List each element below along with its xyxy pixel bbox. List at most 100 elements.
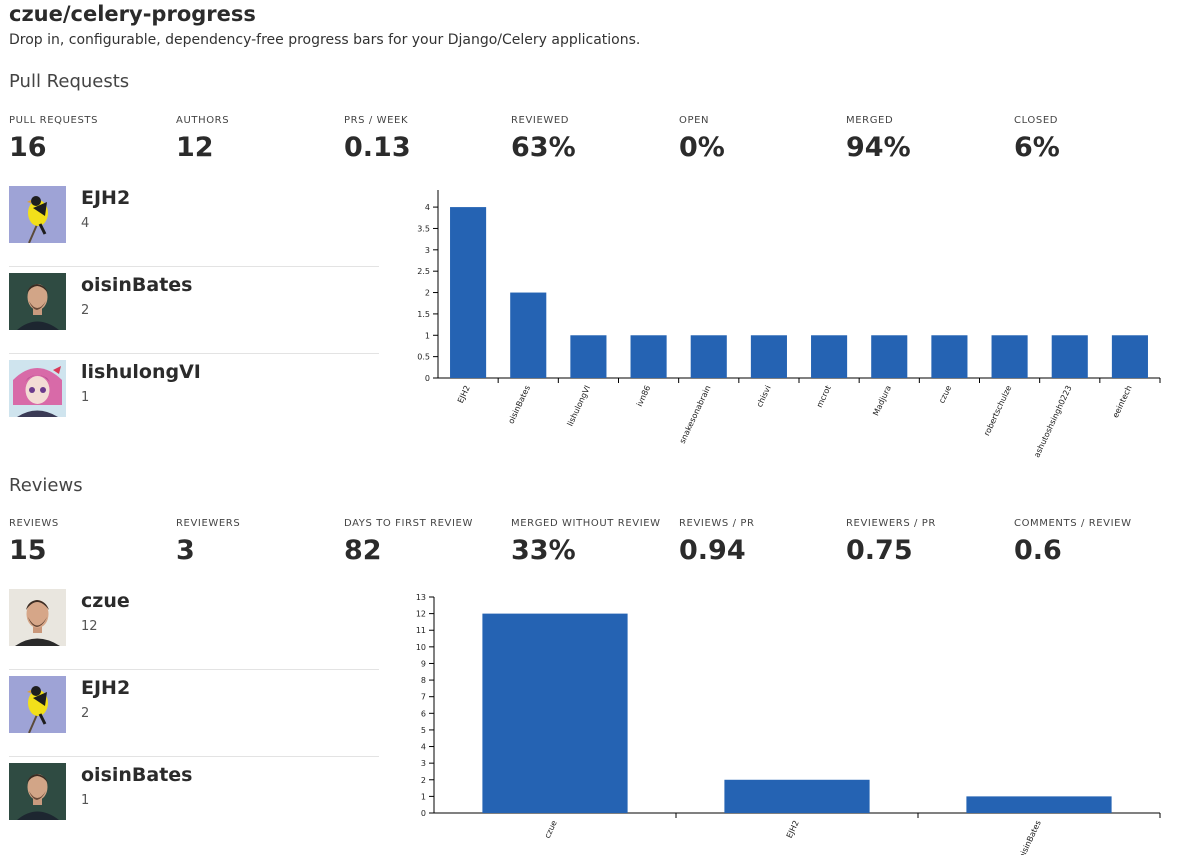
y-tick-label: 3.5: [417, 224, 430, 233]
bar-ashutoshsingh0223: [1051, 335, 1088, 378]
stat-label: REVIEWERS / PR: [846, 518, 936, 529]
authors-bar-chart: 0 0.5 1 1.5 2 2.5 3 3.5 4 EJH2 oisinBates lishulong…: [417, 190, 1161, 459]
x-tick-label: Madjura: [871, 384, 893, 417]
y-tick-label: 13: [416, 593, 426, 602]
x-tick-label: ashutoshsingh0223: [1032, 384, 1073, 459]
reviewer-review-count: 2: [81, 706, 90, 721]
x-tick-label: lishulongVI: [566, 384, 593, 428]
y-tick-label: 3: [425, 246, 430, 255]
stat-value: 3: [176, 535, 195, 566]
stat-value: 12: [176, 132, 214, 163]
y-tick-label: 0: [421, 809, 426, 818]
stat-reviewers-per-pr: REVIEWERS / PR 0.75: [846, 518, 1006, 566]
y-tick-label: 9: [421, 659, 426, 668]
x-tick-label: chisvi: [755, 384, 773, 408]
stat-label: CLOSED: [1014, 115, 1059, 126]
x-tick-label: czue: [543, 819, 559, 840]
bar-EJH2: [450, 207, 487, 378]
author-name: oisinBates: [81, 274, 193, 296]
bar-czue: [482, 613, 628, 813]
reviewer-name: czue: [81, 590, 130, 612]
bar-chisvi: [750, 335, 787, 378]
y-tick-label: 11: [416, 626, 426, 635]
stat-open: OPEN 0%: [679, 115, 839, 163]
stat-label: AUTHORS: [176, 115, 230, 126]
stat-label: COMMENTS / REVIEW: [1014, 518, 1132, 529]
y-tick-label: 10: [416, 643, 426, 652]
stat-label: MERGED WITHOUT REVIEW: [511, 518, 661, 529]
x-tick-label: oisinBates: [1017, 819, 1043, 855]
stat-closed: CLOSED 6%: [1014, 115, 1174, 163]
y-tick-label: 4: [425, 203, 430, 212]
stat-label: REVIEWS: [9, 518, 59, 529]
author-pr-count: 4: [81, 216, 90, 231]
section-title-reviews: Reviews: [9, 475, 83, 496]
x-tick-label: eeintech: [1111, 384, 1134, 419]
stat-prs-per-week: PRS / WEEK 0.13: [344, 115, 504, 163]
author-pr-count: 2: [81, 303, 90, 318]
stat-label: OPEN: [679, 115, 710, 126]
reviewer-review-count: 1: [81, 793, 90, 808]
repo-description: Drop in, configurable, dependency-free p…: [9, 32, 641, 48]
stat-days-to-first-review: DAYS TO FIRST REVIEW 82: [344, 518, 504, 566]
bar-ivn86: [630, 335, 667, 378]
y-tick-label: 3: [421, 759, 426, 768]
stat-merged-without-review: MERGED WITHOUT REVIEW 33%: [511, 518, 671, 566]
stat-label: DAYS TO FIRST REVIEW: [344, 518, 473, 529]
stat-label: REVIEWED: [511, 115, 570, 126]
stat-label: PRS / WEEK: [344, 115, 409, 126]
stat-label: REVIEWS / PR: [679, 518, 755, 529]
author-name: EJH2: [81, 187, 131, 209]
y-tick-label: 7: [421, 693, 426, 702]
reviewer-item[interactable]: EJH2 2: [9, 676, 379, 757]
repo-title: czue/celery-progress: [9, 2, 256, 26]
stat-value: 63%: [511, 132, 576, 163]
y-tick-label: 2.5: [417, 267, 430, 276]
stat-value: 0.75: [846, 535, 913, 566]
x-tick-label: EJH2: [456, 384, 472, 405]
bar-oisinBates: [966, 796, 1112, 813]
author-item[interactable]: lishulongVI 1: [9, 360, 379, 440]
stat-reviews: REVIEWS 15: [9, 518, 169, 566]
x-tick-label: EJH2: [785, 819, 801, 840]
y-tick-label: 8: [421, 676, 426, 685]
stat-label: REVIEWERS: [176, 518, 241, 529]
stat-value: 82: [344, 535, 382, 566]
stat-value: 0%: [679, 132, 725, 163]
x-tick-label: ivn86: [635, 384, 653, 408]
stat-value: 94%: [846, 132, 911, 163]
stat-label: PULL REQUESTS: [9, 115, 99, 126]
stat-value: 15: [9, 535, 47, 566]
author-item[interactable]: oisinBates 2: [9, 273, 379, 354]
stat-value: 0.13: [344, 132, 411, 163]
reviewer-name: EJH2: [81, 677, 131, 699]
reviewer-name: oisinBates: [81, 764, 193, 786]
y-tick-label: 1.5: [417, 310, 430, 319]
stat-label: MERGED: [846, 115, 894, 126]
bar-Madjura: [871, 335, 908, 378]
bar-snakesonabrain: [690, 335, 727, 378]
bar-robertschulze: [991, 335, 1028, 378]
stat-value: 33%: [511, 535, 576, 566]
stat-value: 6%: [1014, 132, 1060, 163]
y-tick-label: 1: [425, 331, 430, 340]
reviewer-item[interactable]: oisinBates 1: [9, 763, 379, 843]
stat-value: 0.6: [1014, 535, 1062, 566]
y-tick-label: 0: [425, 374, 430, 383]
reviewer-item[interactable]: czue 12: [9, 589, 379, 670]
author-item[interactable]: EJH2 4: [9, 186, 379, 267]
bar-oisinBates: [510, 292, 547, 378]
portrait-avatar: [9, 589, 66, 646]
reviewer-review-count: 12: [81, 619, 98, 634]
y-tick-label: 12: [416, 610, 426, 619]
x-tick-label: oisinBates: [506, 384, 532, 425]
x-tick-label: snakesonabrain: [678, 384, 713, 445]
portrait-avatar: [9, 273, 66, 330]
goldfinch-avatar: [9, 186, 66, 243]
y-tick-label: 2: [425, 289, 430, 298]
x-tick-label: czue: [937, 384, 953, 405]
x-tick-label: robertschulze: [982, 384, 1013, 437]
stat-reviews-per-pr: REVIEWS / PR 0.94: [679, 518, 839, 566]
bar-czue: [931, 335, 968, 378]
